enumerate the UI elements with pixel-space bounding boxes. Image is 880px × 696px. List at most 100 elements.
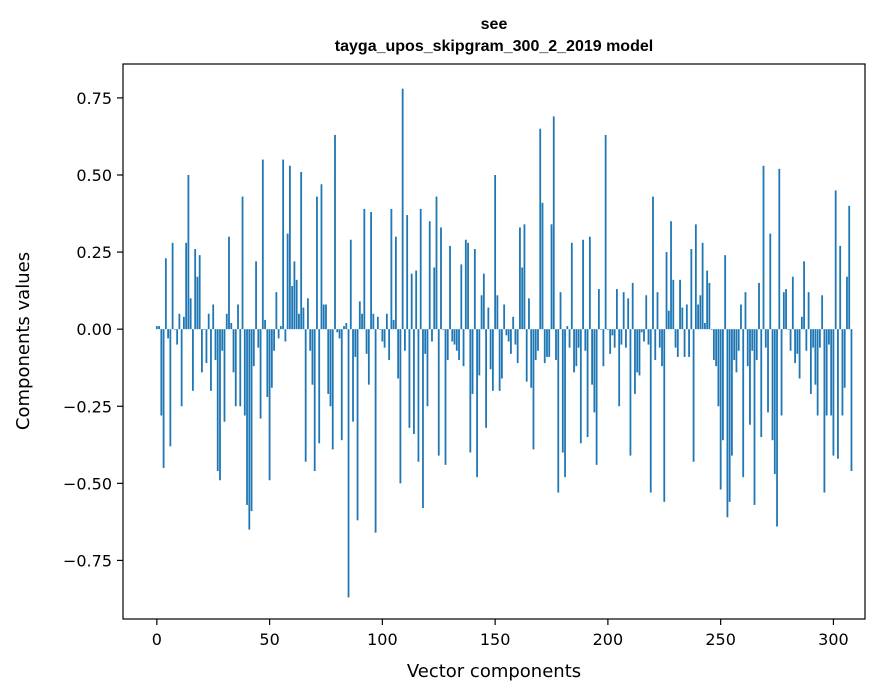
- bar: [674, 329, 677, 348]
- x-tick-label: 100: [367, 630, 398, 649]
- y-tick-label: −0.25: [63, 397, 112, 416]
- bar: [568, 329, 571, 348]
- bar: [275, 292, 278, 330]
- bar: [749, 329, 751, 425]
- bar: [318, 329, 321, 444]
- x-tick-label: 50: [259, 630, 279, 649]
- bar: [327, 329, 330, 394]
- bar: [828, 329, 830, 345]
- bar: [837, 329, 839, 459]
- bar: [631, 282, 634, 330]
- y-tick-label: −0.75: [63, 551, 112, 570]
- bar: [284, 329, 287, 342]
- bar: [309, 329, 312, 351]
- bar: [676, 329, 679, 357]
- bar: [203, 329, 206, 330]
- bar: [307, 298, 309, 330]
- bar: [746, 329, 749, 367]
- bar: [413, 329, 415, 434]
- x-tick-label: 250: [705, 630, 736, 649]
- bar: [656, 292, 659, 330]
- bar: [210, 329, 212, 391]
- bar: [647, 329, 650, 345]
- bar: [264, 319, 266, 330]
- bar: [548, 329, 551, 357]
- bar: [361, 313, 363, 330]
- x-tick-label: 150: [480, 630, 511, 649]
- bar: [221, 329, 224, 351]
- bar: [460, 264, 463, 330]
- bar: [365, 329, 368, 354]
- bar: [805, 329, 808, 351]
- bar: [667, 310, 670, 330]
- bar: [388, 329, 391, 360]
- bar: [767, 329, 769, 413]
- bar: [552, 116, 555, 330]
- bar: [437, 329, 440, 456]
- bar: [512, 316, 515, 330]
- bar: [685, 304, 688, 330]
- bar: [654, 329, 657, 360]
- bar: [482, 273, 485, 330]
- bar: [645, 295, 648, 330]
- y-tick-label: −0.50: [63, 474, 112, 493]
- bar: [724, 255, 727, 330]
- bars-group: [155, 88, 853, 598]
- bar: [252, 329, 255, 367]
- bar: [158, 326, 160, 330]
- bar: [471, 329, 474, 394]
- bar: [261, 159, 264, 330]
- x-tick-label: 200: [593, 630, 624, 649]
- bar: [690, 249, 693, 330]
- bar: [830, 329, 833, 416]
- bar: [467, 242, 469, 330]
- bar: [530, 329, 533, 388]
- bar: [602, 329, 605, 367]
- bar: [491, 329, 494, 391]
- bar: [356, 329, 359, 521]
- bar: [782, 292, 785, 330]
- bar: [577, 329, 580, 348]
- bar: [376, 316, 379, 330]
- bar: [586, 329, 589, 438]
- bar: [440, 227, 442, 330]
- bar: [250, 329, 253, 512]
- bar: [422, 329, 424, 508]
- bar: [316, 196, 318, 330]
- bar: [293, 261, 296, 330]
- bar: [663, 329, 666, 502]
- bar: [320, 184, 323, 330]
- bar: [818, 329, 821, 348]
- bar: [180, 329, 183, 407]
- bar: [219, 329, 221, 481]
- bar: [390, 208, 393, 330]
- bar: [634, 329, 636, 394]
- bar: [295, 279, 298, 330]
- bar: [288, 165, 291, 330]
- bar: [187, 175, 190, 330]
- bar: [697, 304, 699, 330]
- bar: [480, 295, 483, 330]
- bar: [494, 175, 497, 330]
- bar: [228, 236, 230, 330]
- bar: [537, 329, 539, 351]
- bar: [399, 329, 402, 484]
- bar: [155, 326, 158, 330]
- bar: [742, 329, 745, 478]
- bar: [300, 171, 303, 330]
- bar: [435, 196, 438, 330]
- bar: [807, 292, 810, 330]
- bar: [198, 255, 201, 330]
- bar: [555, 329, 557, 360]
- bar: [735, 329, 738, 373]
- bar: [803, 261, 805, 330]
- bar: [248, 329, 251, 530]
- bar: [649, 329, 652, 493]
- bar: [573, 329, 575, 373]
- bar: [505, 329, 508, 336]
- bar: [510, 329, 512, 354]
- bar: [606, 329, 609, 330]
- bar: [832, 329, 835, 456]
- bar: [417, 329, 420, 462]
